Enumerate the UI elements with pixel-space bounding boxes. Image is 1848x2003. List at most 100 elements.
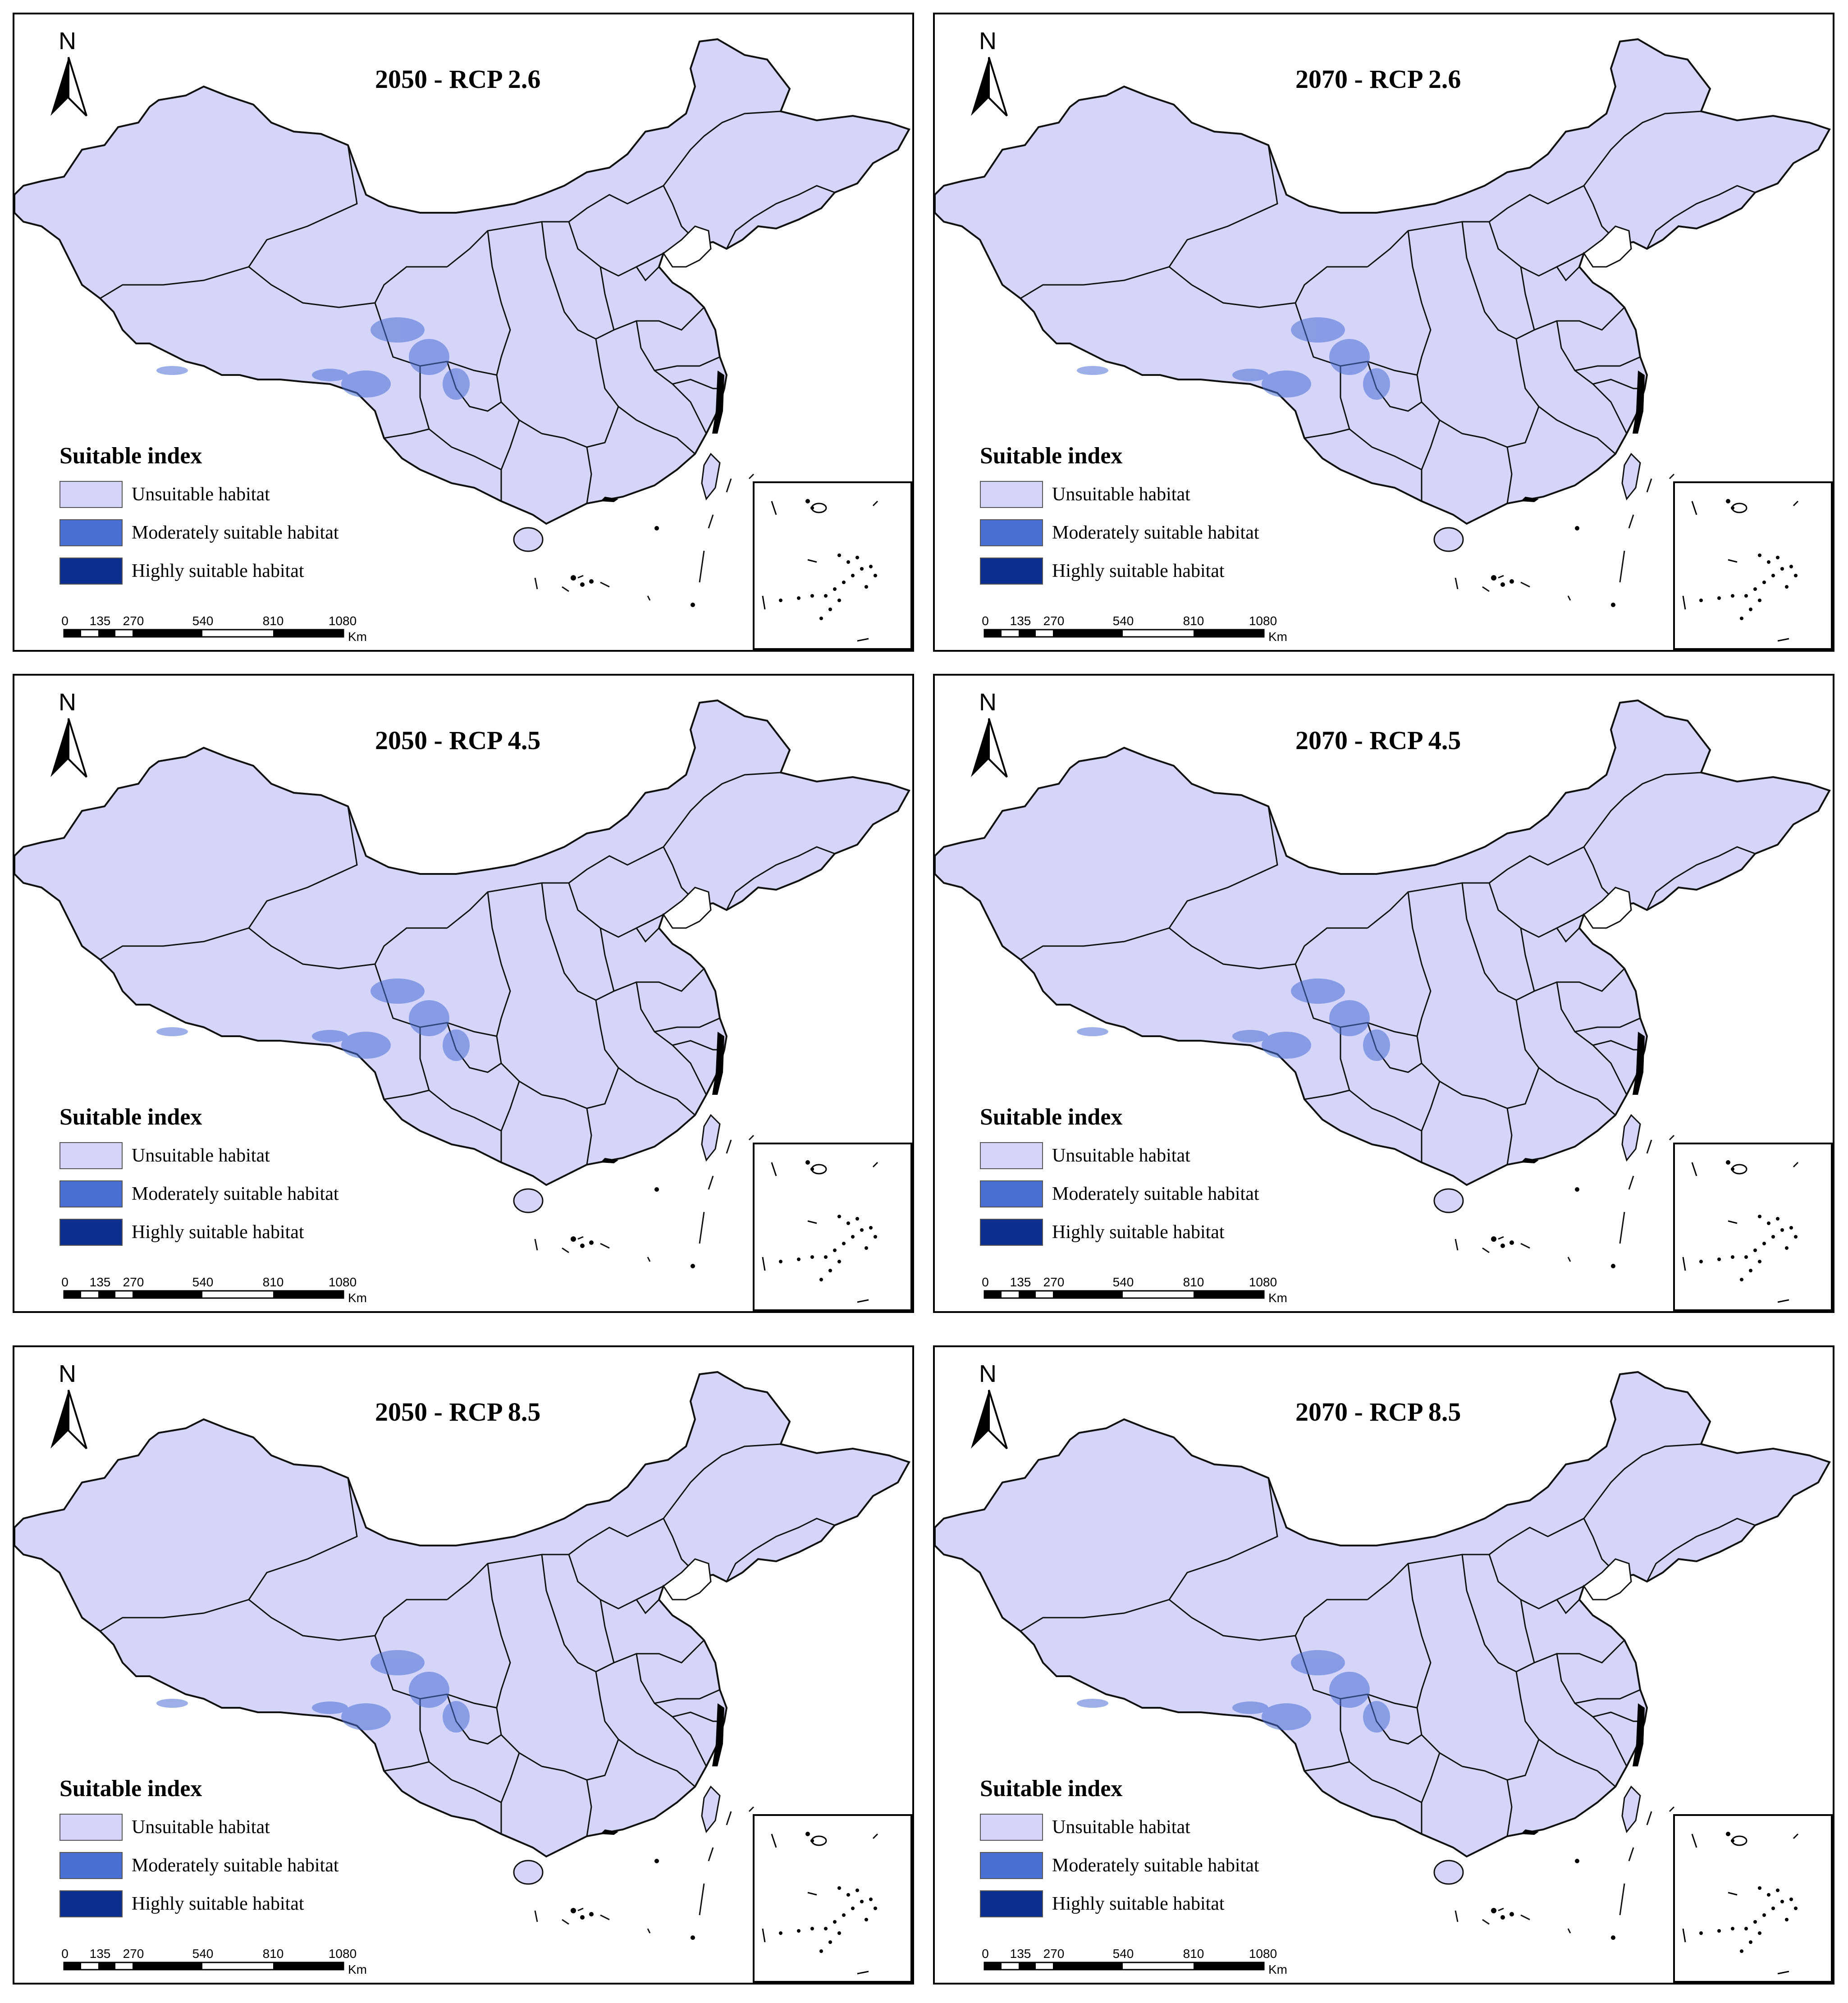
- south-china-sea-marks: [1455, 1806, 1675, 1934]
- scale-unit: Km: [1268, 1962, 1287, 1976]
- north-arrow: [971, 1390, 1008, 1450]
- legend-item-high: Highly suitable habitat: [59, 1219, 304, 1246]
- bohai-sea: [1583, 1558, 1632, 1601]
- north-letter: N: [59, 689, 76, 716]
- legend-item-moderate: Moderately suitable habitat: [980, 1852, 1259, 1879]
- scale-unit: Km: [348, 1962, 367, 1976]
- map-svg: [14, 699, 912, 1311]
- scale-tick-135: 135: [89, 1275, 111, 1289]
- scale-tick-0: 0: [982, 1275, 989, 1289]
- south-china-sea-marks: [534, 1806, 755, 1934]
- scale-unit: Km: [1268, 1291, 1287, 1305]
- legend-title: Suitable index: [980, 1104, 1123, 1130]
- scale-tick-540: 540: [1112, 1947, 1134, 1961]
- legend-swatch-high: [59, 1890, 123, 1917]
- small-islands: [1491, 1187, 1615, 1268]
- north-letter: N: [59, 27, 76, 55]
- legend-label-unsuitable: Unsuitable habitat: [1052, 1145, 1190, 1166]
- north-arrow: [971, 57, 1008, 117]
- scale-tick-135: 135: [89, 1947, 111, 1961]
- legend-swatch-unsuitable: [59, 1142, 123, 1169]
- legend-swatch-unsuitable: [59, 481, 123, 508]
- scale-tick-135: 135: [1010, 614, 1031, 628]
- legend-title: Suitable index: [59, 1104, 202, 1130]
- moderate-habitat-patches: [156, 317, 470, 400]
- small-islands: [571, 1859, 695, 1940]
- scale-tick-0: 0: [61, 1947, 69, 1961]
- inset-map: [753, 1143, 912, 1311]
- scale-tick-0: 0: [982, 1947, 989, 1961]
- hainan-island: [513, 1860, 544, 1885]
- scale-bar: [63, 629, 344, 638]
- legend-label-high: Highly suitable habitat: [132, 561, 304, 581]
- scale-tick-1080: 1080: [1249, 1275, 1277, 1289]
- small-islands: [1491, 1859, 1615, 1940]
- legend-item-moderate: Moderately suitable habitat: [980, 1180, 1259, 1207]
- north-arrow: [50, 57, 87, 117]
- scale-unit: Km: [348, 1291, 367, 1305]
- legend-item-high: Highly suitable habitat: [59, 1890, 304, 1917]
- legend-label-unsuitable: Unsuitable habitat: [1052, 484, 1190, 505]
- legend-label-high: Highly suitable habitat: [1052, 561, 1225, 581]
- legend-swatch-moderate: [980, 519, 1043, 546]
- south-china-sea-marks: [534, 473, 755, 601]
- north-arrow: [50, 1390, 87, 1450]
- scale-tick-0: 0: [982, 614, 989, 628]
- map-panel-4: N 2070 - RCP 4.5 Suitable index Unsuitab…: [933, 674, 1834, 1313]
- inset-map: [1673, 481, 1833, 650]
- province-boundaries: [100, 772, 835, 1165]
- scale-tick-1080: 1080: [328, 614, 357, 628]
- scale-tick-540: 540: [1112, 1275, 1134, 1289]
- map-panel-2: N 2070 - RCP 2.6 Suitable index Unsuitab…: [933, 13, 1834, 652]
- scale-tick-1080: 1080: [1249, 614, 1277, 628]
- legend-label-moderate: Moderately suitable habitat: [132, 1184, 339, 1204]
- legend-swatch-high: [980, 558, 1043, 585]
- north-arrow: [50, 718, 87, 778]
- legend-swatch-moderate: [59, 519, 123, 546]
- scale-tick-0: 0: [61, 614, 69, 628]
- legend-item-unsuitable: Unsuitable habitat: [59, 1142, 270, 1169]
- legend-swatch-moderate: [59, 1180, 123, 1207]
- bohai-sea: [1583, 225, 1632, 268]
- china-outline: [935, 699, 1831, 1186]
- bohai-sea: [662, 887, 712, 929]
- legend-label-high: Highly suitable habitat: [132, 1893, 304, 1914]
- south-china-sea-marks: [534, 1134, 755, 1262]
- map-panel-6: N 2070 - RCP 8.5 Suitable index Unsuitab…: [933, 1345, 1834, 1985]
- province-boundaries: [100, 110, 835, 504]
- scale-unit: Km: [1268, 630, 1287, 644]
- legend-swatch-moderate: [980, 1180, 1043, 1207]
- panel-title: 2050 - RCP 4.5: [375, 726, 541, 755]
- moderate-habitat-patches: [156, 1650, 470, 1733]
- scale-tick-810: 810: [1183, 614, 1204, 628]
- legend-item-unsuitable: Unsuitable habitat: [980, 1814, 1190, 1841]
- inset-map: [1673, 1143, 1833, 1311]
- taiwan-island: [701, 1114, 721, 1162]
- legend-title: Suitable index: [980, 443, 1123, 469]
- small-islands: [571, 1187, 695, 1268]
- taiwan-island: [1621, 1785, 1641, 1834]
- legend-item-unsuitable: Unsuitable habitat: [59, 1814, 270, 1841]
- north-letter: N: [979, 27, 997, 55]
- panel-title: 2070 - RCP 8.5: [1295, 1397, 1461, 1427]
- scale-bar: [983, 1962, 1265, 1971]
- legend-item-unsuitable: Unsuitable habitat: [980, 1142, 1190, 1169]
- scale-bar: [983, 1290, 1265, 1299]
- legend-label-unsuitable: Unsuitable habitat: [132, 484, 270, 505]
- north-letter: N: [979, 1360, 997, 1387]
- scale-tick-810: 810: [1183, 1275, 1204, 1289]
- legend-item-moderate: Moderately suitable habitat: [59, 1852, 339, 1879]
- hainan-island: [513, 527, 544, 552]
- map-panel-5: N 2050 - RCP 8.5 Suitable index Unsuitab…: [13, 1345, 914, 1985]
- moderate-habitat-patches: [1077, 979, 1390, 1061]
- legend-label-unsuitable: Unsuitable habitat: [132, 1817, 270, 1838]
- panel-title: 2070 - RCP 2.6: [1295, 64, 1461, 94]
- hainan-island: [1433, 527, 1464, 552]
- scale-tick-0: 0: [61, 1275, 69, 1289]
- legend-swatch-moderate: [980, 1852, 1043, 1879]
- inset-map: [753, 481, 912, 650]
- moderate-habitat-patches: [156, 979, 470, 1061]
- legend-item-high: Highly suitable habitat: [980, 558, 1225, 585]
- legend-item-unsuitable: Unsuitable habitat: [980, 481, 1190, 508]
- hainan-island: [513, 1188, 544, 1213]
